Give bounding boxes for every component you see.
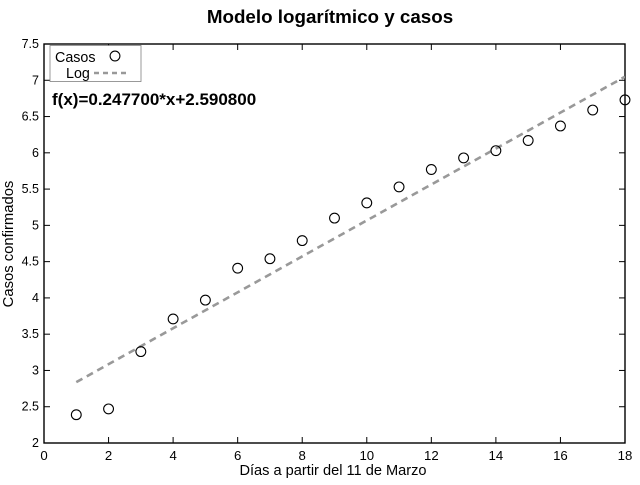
svg-text:4: 4 (169, 448, 176, 463)
svg-text:3: 3 (32, 363, 39, 377)
svg-text:4.5: 4.5 (22, 255, 39, 269)
svg-text:6: 6 (32, 146, 39, 160)
svg-text:2.5: 2.5 (22, 400, 39, 414)
svg-text:Casos: Casos (55, 50, 96, 66)
svg-text:6: 6 (234, 448, 241, 463)
svg-text:10: 10 (359, 448, 374, 463)
svg-text:7.5: 7.5 (22, 37, 39, 51)
svg-text:7: 7 (32, 73, 39, 87)
svg-text:8: 8 (299, 448, 306, 463)
svg-text:16: 16 (553, 448, 568, 463)
svg-text:Días a partir del 11 de Marzo: Días a partir del 11 de Marzo (239, 463, 426, 479)
svg-text:14: 14 (489, 448, 504, 463)
svg-text:3.5: 3.5 (22, 327, 39, 341)
svg-text:Log: Log (66, 66, 90, 82)
svg-text:6.5: 6.5 (22, 110, 39, 124)
svg-text:0: 0 (40, 448, 47, 463)
svg-text:Modelo logarítmico y casos: Modelo logarítmico y casos (207, 6, 453, 27)
svg-text:2: 2 (105, 448, 112, 463)
svg-text:5: 5 (32, 218, 39, 232)
svg-text:f(x)=0.247700*x+2.590800: f(x)=0.247700*x+2.590800 (52, 90, 256, 109)
svg-text:18: 18 (618, 448, 633, 463)
svg-text:Casos confirmados: Casos confirmados (1, 181, 17, 308)
svg-text:2: 2 (32, 436, 39, 450)
svg-text:4: 4 (32, 291, 39, 305)
svg-text:12: 12 (424, 448, 439, 463)
svg-text:5.5: 5.5 (22, 182, 39, 196)
